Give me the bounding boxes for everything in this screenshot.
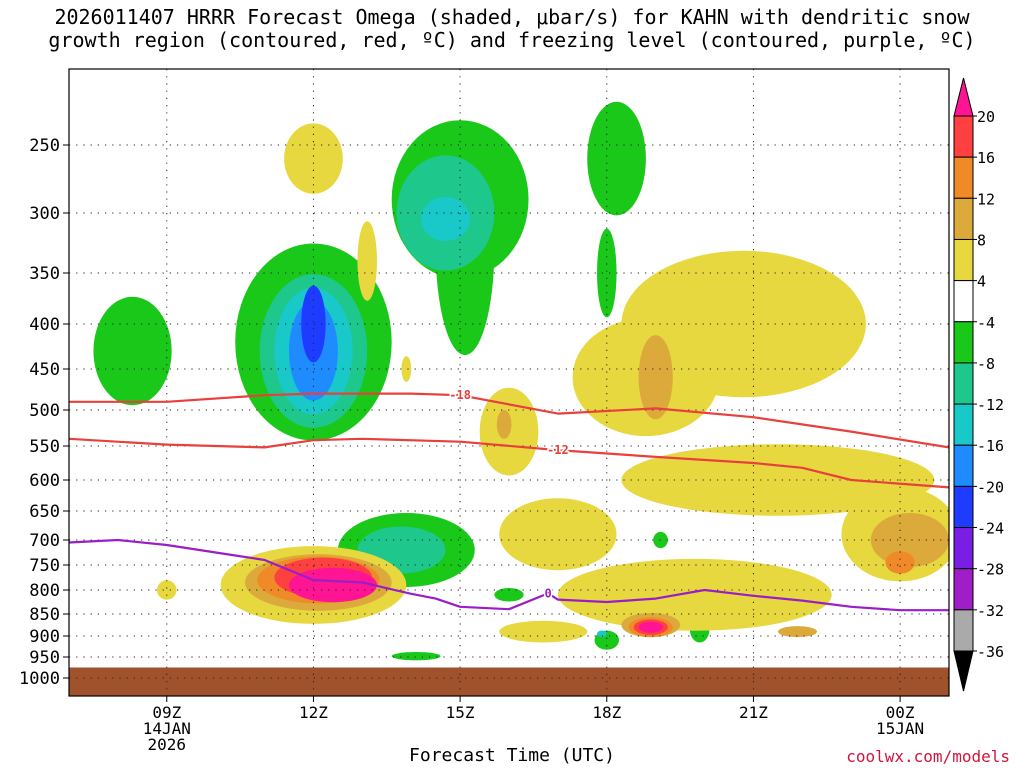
y-tick-label-850: 850	[29, 605, 60, 625]
colorbar-swatch-0	[953, 115, 974, 158]
colorbar-label-4: 4	[977, 273, 986, 291]
colorbar-label-3: 8	[977, 231, 986, 249]
x-tick-label-15Z: 15Z	[446, 703, 475, 722]
colorbar-swatch-1	[953, 156, 974, 199]
contour-line-2	[69, 538, 949, 612]
omega-region-neg-15	[494, 588, 524, 602]
axes-layer: 2503003504004505005506006507007508008509…	[19, 136, 924, 754]
y-tick-label-800: 800	[29, 581, 60, 601]
colorbar-swatch-8	[953, 444, 974, 487]
x-tick-sublabel-00Z-0: 15JAN	[876, 719, 924, 738]
omega-region-pos-23	[401, 356, 412, 382]
y-tick-label-250: 250	[29, 136, 60, 156]
colorbar-label-13: -36	[977, 643, 1004, 661]
colorbar-swatch-bottom	[953, 650, 974, 692]
chart-title-line-1: 2026011407 HRRR Forecast Omega (shaded, …	[54, 5, 970, 29]
colorbar-swatch-4	[953, 280, 974, 323]
omega-region-neg-5	[301, 285, 326, 363]
chart-title: 2026011407 HRRR Forecast Omega (shaded, …	[0, 6, 1024, 52]
y-tick-label-450: 450	[29, 360, 60, 380]
x-tick-sublabel-09Z-1: 2026	[148, 735, 187, 754]
y-tick-label-500: 500	[29, 401, 60, 421]
chart-title-line-2: growth region (contoured, red, ºC) and f…	[48, 28, 976, 52]
omega-region-neg-9	[421, 197, 470, 241]
colorbar-label-8: -16	[977, 437, 1004, 455]
omega-region-pos-22	[357, 221, 377, 301]
colorbar-swatch-2	[953, 197, 974, 240]
colorbar-label-7: -12	[977, 396, 1004, 414]
contour-layer: -18 -12 0	[69, 387, 949, 612]
colorbar-swatch-12	[953, 609, 974, 652]
y-tick-label-550: 550	[29, 437, 60, 457]
colorbar-label-11: -28	[977, 561, 1004, 579]
omega-region-pos-45	[496, 410, 512, 439]
x-axis-title: Forecast Time (UTC)	[409, 745, 615, 766]
y-tick-label-300: 300	[29, 204, 60, 224]
omega-region-pos-38	[870, 513, 949, 567]
x-tick-label-18Z: 18Z	[592, 703, 621, 722]
omega-region-pos-20	[157, 580, 177, 600]
omega-region-pos-44	[777, 626, 817, 638]
omega-region-pos-36	[499, 620, 588, 643]
contour-line-1	[69, 437, 949, 489]
omega-region-neg-11	[597, 228, 617, 318]
omega-region-pos-43	[638, 621, 663, 633]
omega-region-neg-14	[391, 651, 441, 661]
colorbar-swatch-6	[953, 362, 974, 405]
colorbar-label-5: -4	[977, 314, 995, 332]
y-tick-label-750: 750	[29, 556, 60, 576]
x-tick-label-12Z: 12Z	[299, 703, 328, 722]
colorbar-swatch-top	[953, 77, 974, 117]
y-tick-label-600: 600	[29, 471, 60, 491]
omega-region-neg-17	[597, 630, 607, 638]
omega-region-neg-10	[587, 101, 646, 216]
colorbar-label-6: -8	[977, 355, 995, 373]
plot-frame	[68, 68, 950, 697]
omega-region-pos-39	[885, 551, 915, 574]
y-tick-label-1000: 1000	[19, 669, 60, 689]
x-tick-label-21Z: 21Z	[739, 703, 768, 722]
contour-label-1: -12	[547, 443, 569, 457]
omega-region-pos-33	[499, 498, 617, 571]
contour-label-0: -18	[449, 388, 471, 402]
colorbar-label-1: 16	[977, 149, 995, 167]
site-credit: coolwx.com/models	[846, 747, 1010, 766]
y-tick-label-700: 700	[29, 531, 60, 551]
omega-region-pos-21	[284, 123, 343, 194]
y-tick-label-350: 350	[29, 264, 60, 284]
colorbar-label-2: 12	[977, 190, 995, 208]
omega-shading-layer	[93, 101, 949, 661]
y-tick-label-900: 900	[29, 627, 60, 647]
y-tick-label-400: 400	[29, 315, 60, 335]
x-tick-label-00Z: 00Z	[886, 703, 915, 722]
colorbar-swatch-11	[953, 568, 974, 611]
colorbar-label-10: -24	[977, 520, 1004, 538]
omega-region-pos-32	[621, 444, 935, 516]
y-tick-label-650: 650	[29, 502, 60, 522]
colorbar-label-0: 20	[977, 108, 995, 126]
omega-region-neg-0	[93, 296, 172, 406]
ground-surface	[69, 667, 949, 696]
omega-region-pos-31	[621, 250, 866, 398]
ground-layer	[69, 667, 949, 696]
omega-region-pos-34	[557, 558, 832, 631]
colorbar-swatch-3	[953, 238, 974, 282]
colorbar-swatch-7	[953, 403, 974, 446]
colorbar-swatch-9	[953, 485, 974, 529]
y-tick-label-950: 950	[29, 648, 60, 668]
x-tick-label-09Z: 09Z	[152, 703, 181, 722]
contour-label-2: 0	[544, 586, 551, 600]
colorbar-swatch-5	[953, 321, 974, 364]
colorbar-label-9: -20	[977, 478, 1004, 496]
omega-region-pos-37	[638, 335, 673, 420]
x-tick-sublabel-09Z-0: 14JAN	[143, 719, 191, 738]
colorbar-label-12: -32	[977, 602, 1004, 620]
colorbar-swatch-10	[953, 527, 974, 570]
contour-line-0	[69, 392, 949, 449]
omega-region-pos-28	[289, 567, 377, 603]
colorbar: 20 16 12 8 4 -4 -8 -12 -16 -20 -24 -28 -32 -36	[953, 77, 1004, 692]
